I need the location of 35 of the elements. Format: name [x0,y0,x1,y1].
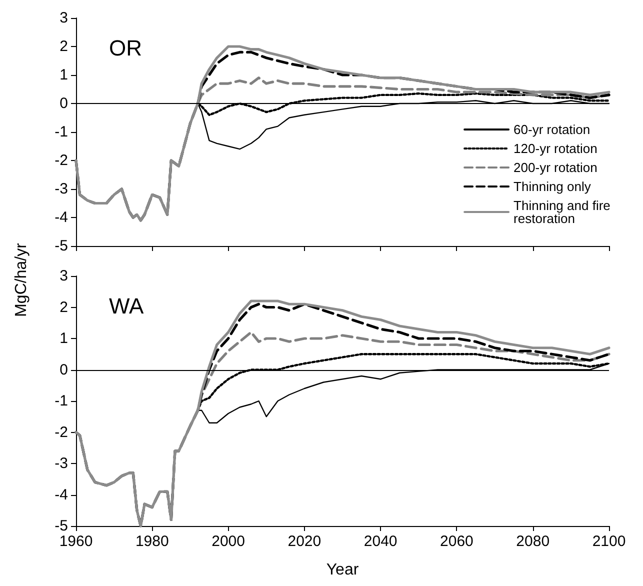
x-tick-label: 1960 [59,533,93,550]
y-tick-label: -5 [54,518,68,534]
legend-label: 120-yr rotation [514,141,598,156]
y-tick-label: 0 [60,361,68,378]
x-tick-label: 2100 [592,533,626,550]
x-tick-label: 2020 [288,533,322,550]
y-tick-label: -1 [54,392,68,410]
y-tick-label: 2 [60,38,68,55]
y-tick-label: -1 [54,124,68,140]
y-tick-label: 2 [60,298,68,316]
y-axis-title: MgC/ha/yr [13,242,31,317]
y-tick-label: -3 [54,180,68,198]
y-tick-label: -2 [54,424,68,441]
y-tick-label: -5 [54,238,68,254]
text: OR [109,36,142,60]
y-tick-label: -2 [54,152,68,169]
y-tick-label: 1 [60,330,68,347]
x-tick-label: 2000 [212,533,245,550]
y-tick-label: 1 [60,66,68,84]
y-tick-label: 3 [60,10,68,26]
x-tick-label: 2060 [440,533,474,550]
x-tick-label: 1980 [135,533,169,550]
legend-label: Thinning and fire restoration [514,198,614,226]
y-tick-label: 0 [60,95,68,112]
legend-label: 200-yr rotation [514,160,598,175]
text: WA [109,294,144,318]
x-tick-label: 2040 [364,533,398,550]
y-tick-label: -3 [54,455,68,472]
legend-label: Thinning only [514,179,592,194]
legend-label: 60-yr rotation [514,122,590,137]
x-axis-title: Year [326,562,360,578]
x-tick-label: 2080 [516,533,550,550]
y-tick-label: -4 [54,486,68,504]
y-tick-label: -4 [54,209,68,226]
y-tick-label: 3 [60,268,68,284]
